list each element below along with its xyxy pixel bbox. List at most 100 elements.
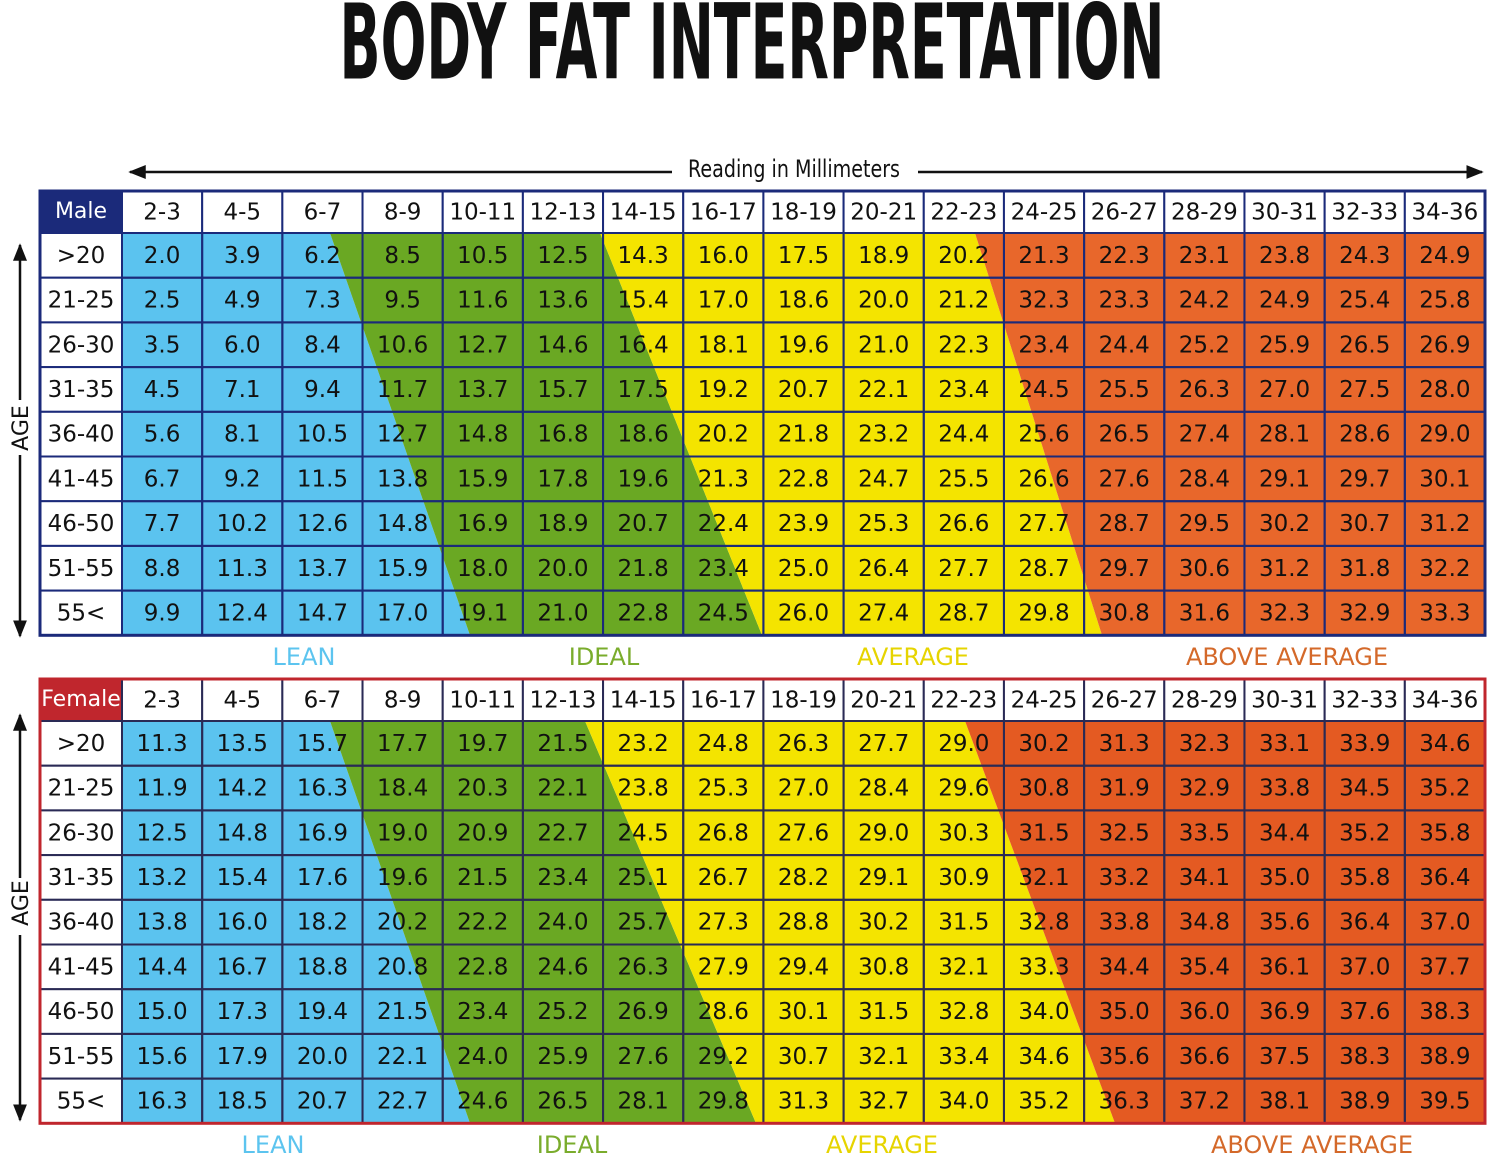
value: 14.8 <box>217 820 268 846</box>
value: 18.6 <box>778 288 829 314</box>
value: 20.0 <box>537 556 588 582</box>
value: 28.6 <box>698 999 749 1025</box>
value: 15.0 <box>136 999 187 1025</box>
value: 31.3 <box>778 1088 829 1114</box>
value: 16.8 <box>537 422 588 448</box>
value: 23.4 <box>457 999 508 1025</box>
value: 19.2 <box>698 377 749 403</box>
value: 29.1 <box>858 865 909 891</box>
value: 12.7 <box>377 422 428 448</box>
header-cell <box>602 190 685 234</box>
value: 17.8 <box>537 466 588 492</box>
value: 10.5 <box>297 422 348 448</box>
value: 30.1 <box>778 999 829 1025</box>
value: 21.8 <box>618 556 669 582</box>
value: 20.7 <box>778 377 829 403</box>
value: 37.0 <box>1339 954 1390 980</box>
column-header: 16-17 <box>690 688 757 714</box>
value: 32.1 <box>858 1044 909 1070</box>
age-label: 31-35 <box>48 377 115 403</box>
value: 38.9 <box>1339 1088 1390 1114</box>
value: 36.0 <box>1179 999 1230 1025</box>
value: 15.9 <box>457 466 508 492</box>
value: 18.0 <box>457 556 508 582</box>
value: 26.8 <box>698 820 749 846</box>
value: 29.1 <box>1259 466 1310 492</box>
value: 24.7 <box>858 466 909 492</box>
column-header: 28-29 <box>1171 200 1238 226</box>
value: 23.1 <box>1179 243 1230 269</box>
value: 8.4 <box>304 332 341 358</box>
age-axis-label: AGE <box>9 405 34 451</box>
value: 24.6 <box>537 954 588 980</box>
value: 13.8 <box>377 466 428 492</box>
value: 37.5 <box>1259 1044 1310 1070</box>
value: 21.3 <box>1018 243 1069 269</box>
value: 27.7 <box>938 556 989 582</box>
value: 16.0 <box>217 910 268 936</box>
value: 29.2 <box>698 1044 749 1070</box>
value: 35.6 <box>1099 1044 1150 1070</box>
value: 19.6 <box>778 332 829 358</box>
value: 33.3 <box>1419 600 1470 626</box>
value: 15.6 <box>136 1044 187 1070</box>
value: 9.2 <box>224 466 261 492</box>
table-border <box>38 189 1487 637</box>
age-cell <box>39 988 123 1035</box>
value: 22.8 <box>457 954 508 980</box>
value: 32.9 <box>1339 600 1390 626</box>
value: 2.0 <box>144 243 181 269</box>
value: 31.9 <box>1099 776 1150 802</box>
value: 12.6 <box>297 511 348 537</box>
value: 7.7 <box>144 511 181 537</box>
value: 13.6 <box>537 288 588 314</box>
value: 26.5 <box>1099 422 1150 448</box>
value: 14.6 <box>537 332 588 358</box>
age-label: 51-55 <box>48 556 115 582</box>
zone-band <box>975 233 1485 636</box>
value: 37.6 <box>1339 999 1390 1025</box>
value: 3.5 <box>144 332 181 358</box>
value: 11.6 <box>457 288 508 314</box>
value: 24.4 <box>938 422 989 448</box>
age-label: 41-45 <box>48 466 115 492</box>
column-header: 18-19 <box>770 688 837 714</box>
value: 32.5 <box>1099 820 1150 846</box>
value: 26.0 <box>778 600 829 626</box>
age-label: 46-50 <box>48 999 115 1025</box>
value: 17.5 <box>778 243 829 269</box>
value: 15.7 <box>537 377 588 403</box>
value: 23.4 <box>698 556 749 582</box>
value: 22.1 <box>377 1044 428 1070</box>
column-header: 24-25 <box>1011 688 1078 714</box>
value: 15.4 <box>618 288 669 314</box>
value: 11.7 <box>377 377 428 403</box>
value: 19.6 <box>618 466 669 492</box>
value: 24.6 <box>457 1088 508 1114</box>
value: 24.9 <box>1259 288 1310 314</box>
value: 20.3 <box>457 776 508 802</box>
value: 26.5 <box>1339 332 1390 358</box>
value: 25.3 <box>858 511 909 537</box>
value: 37.0 <box>1419 910 1470 936</box>
value: 35.2 <box>1419 776 1470 802</box>
value: 20.2 <box>377 910 428 936</box>
value: 33.5 <box>1179 820 1230 846</box>
value: 23.3 <box>1099 288 1150 314</box>
reading-label: Reading in Millimeters <box>688 155 900 183</box>
value: 6.0 <box>224 332 261 358</box>
value: 24.0 <box>457 1044 508 1070</box>
value: 11.5 <box>297 466 348 492</box>
value: 13.5 <box>217 731 268 757</box>
value: 35.0 <box>1259 865 1310 891</box>
value: 34.6 <box>1419 731 1470 757</box>
value: 24.5 <box>1018 377 1069 403</box>
value: 29.8 <box>698 1088 749 1114</box>
column-header: 32-33 <box>1331 200 1398 226</box>
value: 28.7 <box>1099 511 1150 537</box>
value: 6.2 <box>304 243 341 269</box>
value: 30.2 <box>1259 511 1310 537</box>
value: 32.8 <box>938 999 989 1025</box>
age-label: 55< <box>57 1088 106 1114</box>
value: 27.6 <box>618 1044 669 1070</box>
